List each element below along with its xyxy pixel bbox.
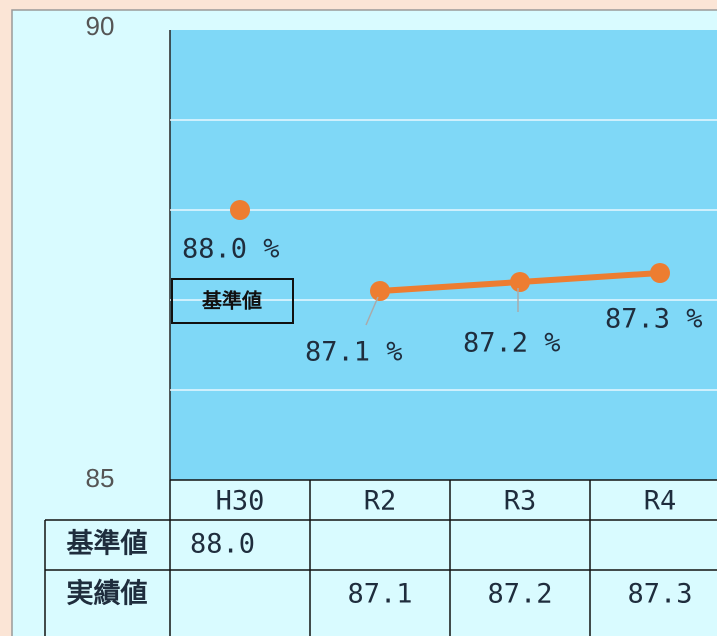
data-label: 87.2 % — [463, 328, 561, 359]
y-tick-label: 90 — [86, 11, 115, 41]
plot-area — [170, 30, 717, 480]
point — [650, 263, 670, 283]
x-tick-label: R3 — [504, 486, 537, 517]
data-label: 87.3 % — [605, 304, 703, 335]
x-tick-label: R4 — [644, 486, 677, 517]
table-cell: 87.2 — [487, 579, 552, 610]
table-header-bg — [170, 480, 717, 520]
leader-line — [365, 296, 379, 326]
reference-box — [171, 278, 294, 324]
point — [510, 272, 530, 292]
point — [370, 281, 390, 301]
table-row-label: 実績値 — [67, 578, 148, 610]
y-tick-label: 85 — [86, 463, 115, 493]
table-row-label: 基準値 — [67, 528, 148, 560]
reference-label: 基準値 — [202, 289, 262, 313]
table-cell: 87.1 — [347, 579, 412, 610]
x-tick-label: H30 — [216, 486, 265, 517]
point — [230, 200, 250, 220]
table-cell: 87.3 — [627, 579, 692, 610]
data-label: 88.0 % — [182, 234, 280, 265]
data-label: 87.1 % — [305, 337, 403, 368]
table-cell: 88.0 — [190, 529, 255, 560]
x-tick-label: R2 — [364, 486, 397, 517]
